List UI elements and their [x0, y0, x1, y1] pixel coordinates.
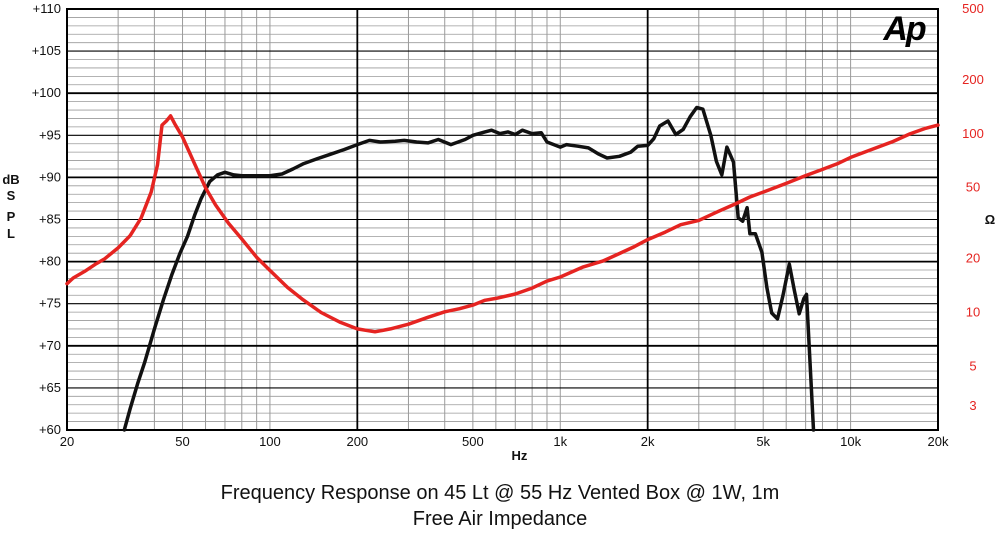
x-tick-label: 20: [60, 434, 74, 449]
x-tick-label: 200: [346, 434, 368, 449]
left-axis-ticks: +110 +105 +100 +95 +90 +85 +80 +75 +70 +65 +60: [32, 1, 61, 437]
left-tick-label: +90: [39, 169, 61, 184]
right-tick-label: 3: [969, 398, 976, 413]
right-tick-label: 500: [962, 1, 984, 16]
plot-frame: [66, 8, 939, 431]
right-tick-label: 5: [969, 358, 976, 373]
brand-logo: Ap: [882, 10, 928, 48]
right-axis-title: Ω: [985, 212, 995, 227]
left-tick-label: +100: [32, 85, 61, 100]
x-tick-label: 50: [175, 434, 189, 449]
left-axis-title-part: S: [7, 188, 16, 203]
left-tick-label: +60: [39, 422, 61, 437]
left-tick-label: +105: [32, 43, 61, 58]
brand-logo-text: Ap: [882, 10, 926, 48]
left-tick-label: +85: [39, 212, 61, 227]
x-tick-label: 1k: [553, 434, 567, 449]
right-tick-label: 200: [962, 72, 984, 87]
right-tick-label: 10: [966, 305, 980, 320]
x-tick-label: 2k: [641, 434, 655, 449]
spl-curve: [122, 105, 816, 432]
frequency-response-chart: +110 +105 +100 +95 +90 +85 +80 +75 +70 +65 +60 500…: [2, 1, 995, 463]
x-tick-label: 10k: [840, 434, 861, 449]
right-axis-ticks: 500 200 100 50 20 10 5 3: [962, 1, 984, 413]
x-axis-title: Hz: [512, 448, 528, 463]
x-tick-label: 500: [462, 434, 484, 449]
x-tick-label: 100: [259, 434, 281, 449]
left-tick-label: +110: [33, 1, 61, 16]
data-curves: [65, 105, 940, 432]
x-tick-label: 20k: [928, 434, 949, 449]
right-tick-label: 100: [962, 126, 984, 141]
left-axis-title-part: P: [7, 209, 16, 224]
left-tick-label: +95: [39, 127, 61, 142]
x-tick-label: 5k: [756, 434, 770, 449]
left-axis-title-part: L: [7, 226, 15, 241]
major-gridlines: [67, 8, 938, 431]
left-tick-label: +75: [39, 296, 61, 311]
impedance-curve: [65, 114, 940, 334]
right-tick-label: 20: [966, 251, 980, 266]
left-tick-label: +65: [39, 380, 61, 395]
caption-line-1: Frequency Response on 45 Lt @ 55 Hz Vent…: [220, 482, 780, 504]
x-axis-ticks: 20 50 100 200 500 1k 2k 5k 10k 20k: [60, 434, 949, 449]
caption-line-2: Free Air Impedance: [412, 508, 588, 530]
right-tick-label: 50: [966, 180, 980, 195]
left-tick-label: +80: [39, 254, 61, 269]
left-axis-title-part: dB: [2, 172, 19, 187]
left-tick-label: +70: [39, 338, 61, 353]
